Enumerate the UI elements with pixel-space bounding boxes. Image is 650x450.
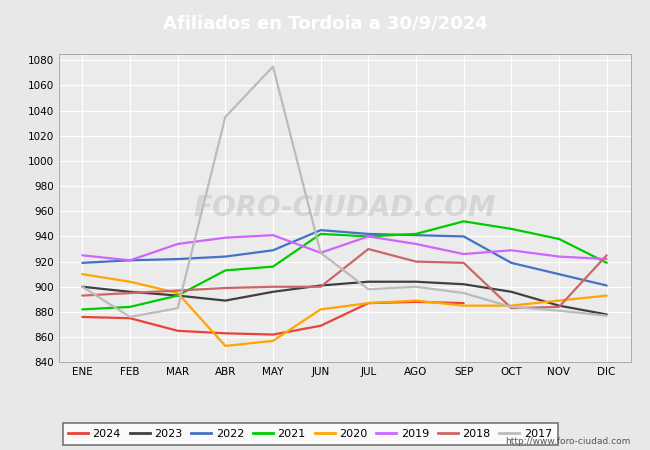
Text: Afiliados en Tordoia a 30/9/2024: Afiliados en Tordoia a 30/9/2024: [162, 14, 488, 33]
Legend: 2024, 2023, 2022, 2021, 2020, 2019, 2018, 2017: 2024, 2023, 2022, 2021, 2020, 2019, 2018…: [62, 423, 558, 445]
Text: FORO-CIUDAD.COM: FORO-CIUDAD.COM: [193, 194, 496, 222]
Text: http://www.foro-ciudad.com: http://www.foro-ciudad.com: [505, 436, 630, 446]
